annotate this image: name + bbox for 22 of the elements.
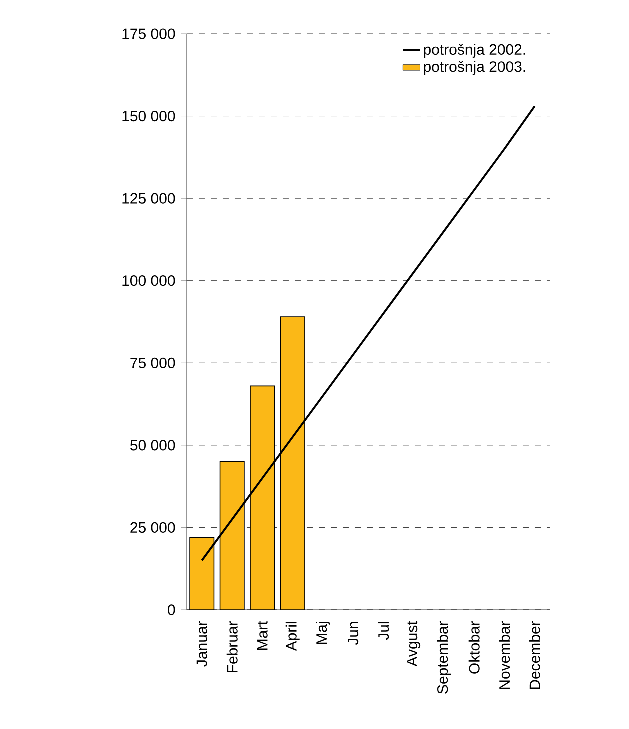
legend-label: potrošnja 2002. xyxy=(424,44,526,58)
x-tick-label: April xyxy=(286,622,300,652)
y-tick-label: 75 000 xyxy=(130,358,176,368)
x-tick-label: Februar xyxy=(226,621,238,672)
y-tick-label: 125 000 xyxy=(122,193,176,204)
y-tick-label: 150 000 xyxy=(122,110,176,122)
x-tick-label: Avgust xyxy=(407,621,421,667)
x-tick-label: Jul xyxy=(378,622,390,640)
x-tick-label: December xyxy=(529,621,540,690)
y-tick-label: 100 000 xyxy=(122,276,176,286)
x-tick-label: Novembar xyxy=(499,621,510,690)
y-tick-label: 25 000 xyxy=(130,522,176,534)
y-tick-label: 175 000 xyxy=(122,28,176,40)
x-tick-label: Oktobar xyxy=(468,621,480,674)
legend-label: potrošnja 2003. xyxy=(424,61,526,76)
y-tick-label: 50 000 xyxy=(130,440,176,451)
y-tick-label: 0 xyxy=(168,604,176,616)
x-tick-label: Januar xyxy=(196,621,208,667)
x-tick-label: Maj xyxy=(316,622,330,644)
x-tick-label: Septembar xyxy=(437,621,452,694)
x-tick-label: Jun xyxy=(348,622,359,646)
x-tick-label: Mart xyxy=(257,621,268,650)
